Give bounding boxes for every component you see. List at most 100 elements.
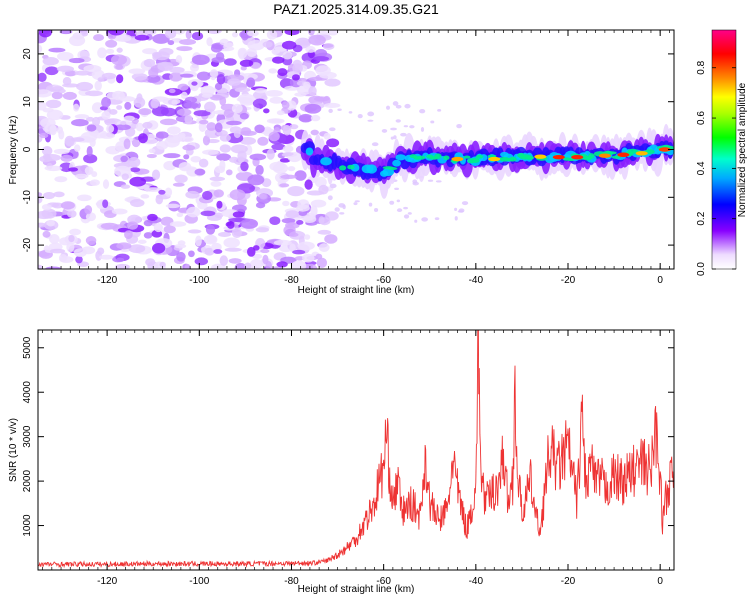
noise-blob xyxy=(143,58,156,68)
speckle xyxy=(327,195,333,201)
noise-blob xyxy=(272,56,285,64)
signal-blob xyxy=(366,164,378,174)
noise-blob xyxy=(310,205,318,217)
noise-blob xyxy=(38,72,47,82)
signal-peak xyxy=(488,156,501,162)
noise-blob xyxy=(62,76,72,86)
noise-blob xyxy=(106,124,115,134)
y-tick-label: 5000 xyxy=(22,336,33,359)
spectrogram-x-axis-label: Height of straight line (km) xyxy=(298,285,415,296)
noise-blob xyxy=(265,90,283,97)
noise-blob xyxy=(276,110,285,116)
noise-blob xyxy=(101,111,111,120)
speckle xyxy=(371,142,379,147)
speckle xyxy=(403,214,410,219)
colorbar-tick-label: 0.8 xyxy=(696,60,707,74)
speckle xyxy=(373,208,379,213)
noise-blob xyxy=(246,77,256,88)
x-tick-label: -40 xyxy=(469,275,484,286)
noise-blob xyxy=(310,114,321,122)
noise-blob xyxy=(204,247,215,256)
noise-blob xyxy=(160,107,177,117)
y-tick-label: 1000 xyxy=(22,514,33,537)
noise-blob xyxy=(115,64,124,70)
noise-blob xyxy=(138,133,148,144)
noise-blob xyxy=(48,47,66,53)
noise-blob xyxy=(213,189,224,198)
speckle xyxy=(354,200,360,203)
signal-peak xyxy=(552,154,565,160)
noise-blob xyxy=(223,237,240,248)
noise-blob xyxy=(327,30,339,36)
noise-blob xyxy=(151,169,161,181)
noise-blob xyxy=(73,144,81,152)
noise-blob xyxy=(174,174,188,183)
colorbar-ticks: 0.0 0.2 0.4 0.6 0.8 xyxy=(696,60,736,276)
signal-blob xyxy=(395,154,407,161)
noise-blob xyxy=(45,66,59,76)
noise-blob xyxy=(223,109,234,118)
noise-blob xyxy=(108,109,118,115)
signal-blob xyxy=(607,151,617,155)
speckle xyxy=(437,109,442,112)
noise-blob xyxy=(231,31,239,38)
noise-blob xyxy=(216,153,231,161)
noise-blob xyxy=(174,30,186,35)
signal-blob xyxy=(434,153,442,159)
noise-blob xyxy=(163,153,181,159)
noise-blob xyxy=(73,248,87,258)
speckle xyxy=(396,199,401,203)
noise-blob xyxy=(51,91,63,100)
speckle xyxy=(386,105,391,110)
noise-blob xyxy=(176,108,192,116)
noise-blob xyxy=(114,263,130,269)
noise-blob xyxy=(186,206,201,218)
noise-blob xyxy=(143,219,153,227)
noise-blob xyxy=(74,173,89,179)
noise-blob xyxy=(127,221,139,230)
noise-blob xyxy=(85,236,97,245)
noise-blob xyxy=(313,56,330,62)
signal-blob xyxy=(305,147,314,156)
noise-blob xyxy=(308,30,315,36)
signal-peak xyxy=(658,147,671,152)
noise-blob xyxy=(52,202,64,209)
noise-blob xyxy=(53,191,65,198)
noise-blob xyxy=(180,73,194,78)
noise-blob xyxy=(46,109,64,121)
noise-blob xyxy=(232,211,245,218)
noise-blob xyxy=(114,124,131,131)
noise-blob xyxy=(237,93,256,104)
noise-blob xyxy=(269,161,286,172)
noise-blob xyxy=(308,34,326,46)
noise-blob xyxy=(271,49,281,55)
noise-blob xyxy=(247,30,259,37)
noise-blob xyxy=(214,122,223,133)
noise-blob xyxy=(198,158,209,168)
noise-blob xyxy=(155,131,169,139)
noise-blob xyxy=(287,166,296,172)
noise-blob xyxy=(91,171,98,178)
speckle xyxy=(381,129,388,133)
noise-blob xyxy=(184,96,198,104)
noise-blob xyxy=(178,207,188,213)
y-tick-label: 2000 xyxy=(22,470,33,493)
noise-blob xyxy=(141,215,149,221)
noise-blob xyxy=(85,90,103,97)
signal-peak xyxy=(598,153,611,158)
speckle xyxy=(403,125,409,128)
noise-blob xyxy=(38,30,52,38)
noise-blob xyxy=(168,88,176,94)
signal-blob xyxy=(611,155,622,159)
noise-blob xyxy=(101,72,117,80)
speckle xyxy=(454,216,458,221)
noise-blob xyxy=(191,54,210,65)
noise-blob xyxy=(206,122,217,131)
noise-blob xyxy=(214,165,226,174)
signal-peak xyxy=(534,154,547,159)
noise-blob xyxy=(314,49,328,58)
noise-blob xyxy=(138,108,152,116)
noise-blob xyxy=(116,74,124,84)
noise-blob xyxy=(156,140,169,150)
noise-blob xyxy=(38,196,43,204)
